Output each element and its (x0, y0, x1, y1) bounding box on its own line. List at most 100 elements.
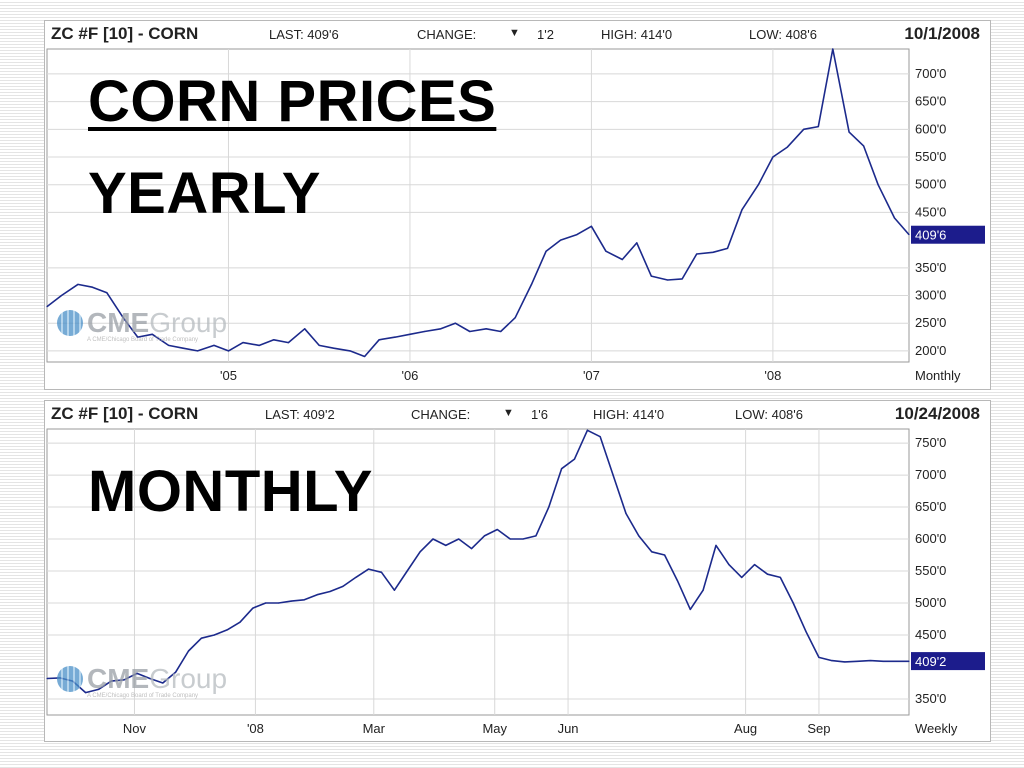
y-tick-label: 500'0 (915, 595, 946, 610)
data-point (869, 660, 872, 662)
data-point (573, 458, 576, 460)
data-point (576, 233, 578, 236)
x-tick-label: Jun (558, 721, 579, 736)
data-point (766, 573, 769, 575)
data-point (848, 131, 850, 133)
change-value: 1'2 (537, 27, 554, 42)
data-point (877, 184, 879, 186)
data-point (882, 660, 884, 662)
y-tick-label: 600'0 (915, 121, 946, 136)
data-point (258, 344, 260, 346)
data-point (149, 677, 151, 680)
change-label: CHANGE: (417, 27, 477, 42)
data-point (561, 468, 563, 470)
last-price: LAST: 409'2 (265, 407, 335, 422)
data-point (612, 474, 614, 476)
data-point (625, 512, 627, 515)
data-point (419, 551, 421, 553)
data-point (741, 209, 743, 211)
y-tick-label: 450'0 (915, 627, 946, 642)
data-point (239, 621, 241, 623)
data-point (122, 317, 124, 319)
y-tick-label: 650'0 (915, 94, 946, 109)
data-point (805, 631, 807, 633)
chart-header: ZC #F [10] - CORN LAST: 409'2 CHANGE: ▼ … (45, 401, 990, 427)
x-tick-label: May (482, 721, 507, 736)
data-point (333, 347, 335, 349)
data-point (636, 242, 638, 244)
x-tick-label: '08 (247, 721, 264, 736)
data-point (91, 286, 93, 288)
y-tick-label: 250'0 (915, 315, 946, 330)
yearly-chart-panel: ZC #F [10] - CORN LAST: 409'6 CHANGE: ▼ … (44, 20, 991, 390)
data-point (162, 682, 164, 684)
x-tick-label: '06 (401, 368, 418, 383)
x-tick-label: '08 (764, 368, 781, 383)
data-point (167, 344, 170, 346)
y-tick-label: 700'0 (915, 66, 946, 81)
data-point (440, 328, 442, 330)
data-point (908, 233, 910, 236)
data-point (663, 554, 666, 556)
data-point (792, 602, 794, 604)
data-point (590, 225, 593, 227)
data-point (409, 333, 411, 335)
x-tick-label: Sep (807, 721, 830, 736)
x-tick-label: Mar (363, 721, 386, 736)
periodicity-label: Monthly (915, 368, 961, 383)
data-point (548, 506, 550, 508)
data-point (213, 344, 215, 346)
data-point (893, 217, 896, 219)
y-tick-label: 500'0 (915, 177, 946, 192)
data-point (242, 342, 244, 344)
data-point (676, 580, 679, 582)
data-point (175, 671, 177, 673)
data-point (741, 576, 743, 579)
data-point (304, 328, 306, 330)
data-point (252, 607, 254, 609)
cme-group-logo: CMEGroup A CME/Chicago Board of Trade Co… (57, 663, 227, 699)
slide-title: CORN PRICES (88, 69, 497, 134)
data-point (355, 576, 357, 579)
chart-header: ZC #F [10] - CORN LAST: 409'6 CHANGE: ▼ … (45, 21, 990, 47)
data-point (329, 590, 331, 593)
data-point (318, 344, 320, 346)
high-price: HIGH: 414'0 (593, 407, 665, 422)
data-point (803, 128, 805, 130)
yearly-label: YEARLY (88, 161, 321, 226)
plot-frame (46, 428, 910, 716)
data-point (273, 339, 275, 341)
data-point (779, 576, 781, 579)
data-point (844, 661, 846, 663)
data-point (342, 585, 344, 587)
data-point (380, 571, 383, 573)
last-price-box (911, 652, 985, 671)
y-tick-label: 650'0 (915, 499, 946, 514)
data-point (863, 145, 865, 147)
y-tick-label: 450'0 (915, 204, 946, 219)
data-point (197, 350, 199, 352)
chart-date: 10/1/2008 (904, 24, 980, 43)
data-point (696, 253, 698, 255)
y-tick-label: 700'0 (915, 467, 946, 482)
data-point (454, 322, 456, 324)
data-point (667, 279, 669, 281)
x-tick-label: Nov (123, 721, 147, 736)
y-tick-label: 550'0 (915, 563, 946, 578)
data-point (831, 660, 833, 662)
change-label: CHANGE: (411, 407, 471, 422)
data-point (650, 275, 652, 277)
data-point (77, 283, 79, 286)
data-point (123, 679, 125, 681)
data-point (200, 637, 202, 639)
data-point (137, 336, 139, 338)
y-tick-label: 350'0 (915, 691, 946, 706)
weekly-line-chart: 350'0 450'0 500'0 550'0 600'0 650'0 700'0 750'0… (46, 428, 985, 736)
data-point (895, 660, 897, 662)
data-point (393, 589, 395, 591)
data-point (97, 688, 100, 691)
symbol-label: ZC #F [10] - CORN (51, 24, 199, 43)
data-point (290, 600, 293, 602)
data-point (110, 680, 112, 682)
data-point (368, 568, 370, 570)
